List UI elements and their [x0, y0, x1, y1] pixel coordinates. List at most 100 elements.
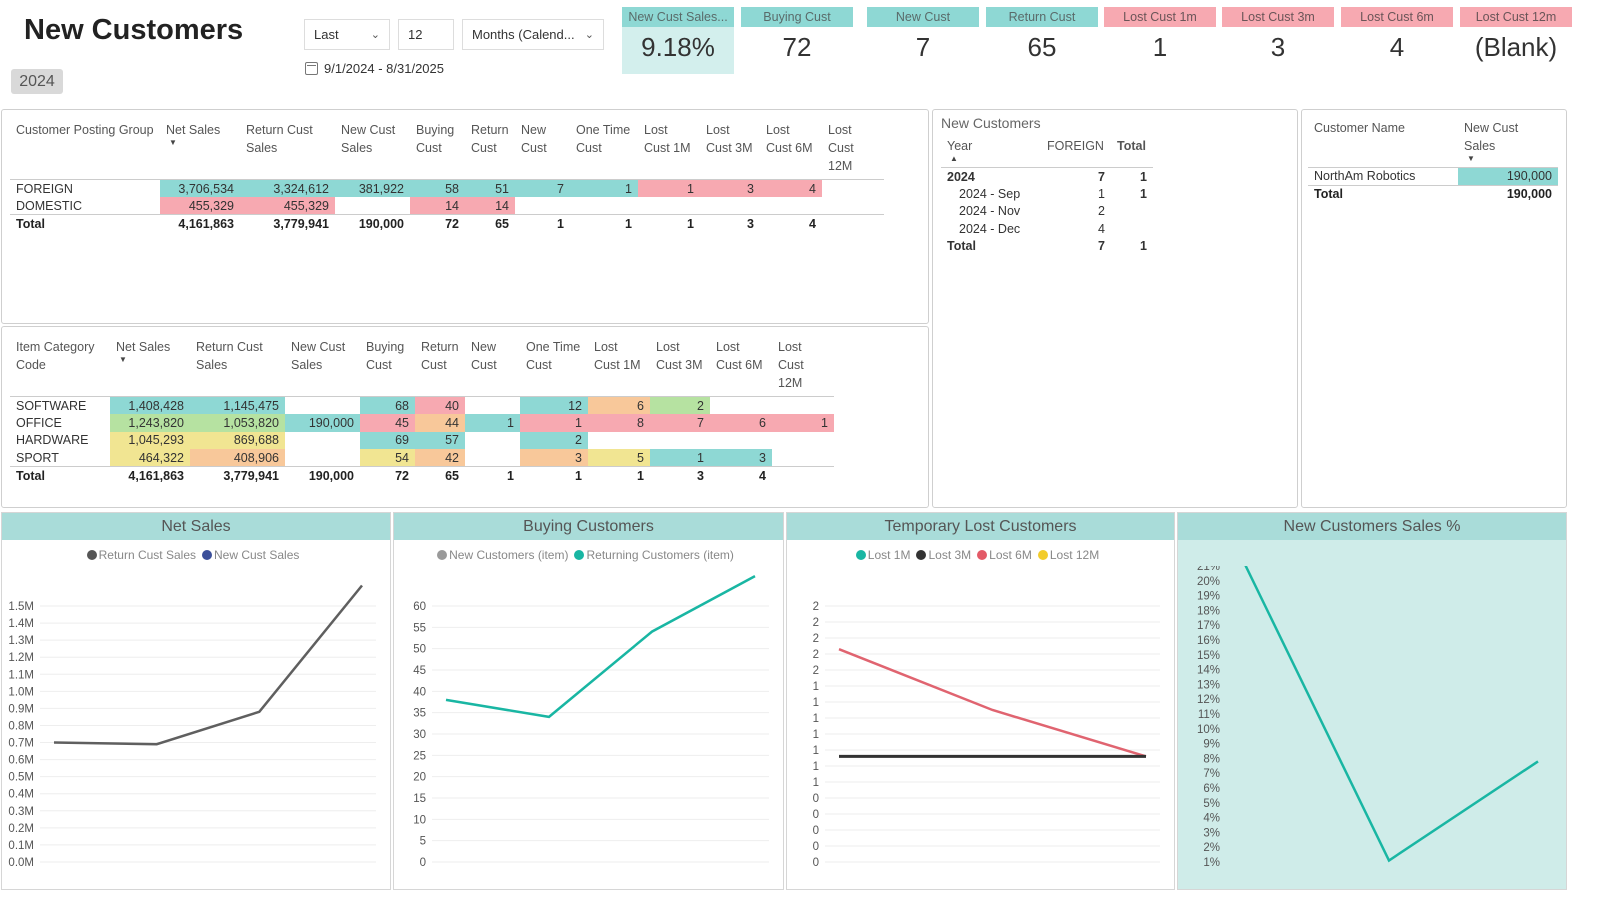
legend-label[interactable]: Lost 3M	[928, 548, 972, 562]
sort-desc-icon[interactable]: ▼	[119, 355, 127, 364]
y-tick-label: 12%	[1197, 694, 1220, 706]
y-tick-label: 20	[413, 772, 426, 784]
matrix-row[interactable]: 2024 - Sep 1 1	[941, 185, 1153, 203]
period-unit-dropdown[interactable]: Months (Calend... ⌄	[462, 19, 604, 50]
table-row[interactable]: HARDWARE 1,045,293 869,688 69 57 2	[10, 431, 834, 449]
table-row[interactable]: SPORT 464,322 408,906 54 42 3 5 1 3	[10, 449, 834, 467]
kpi-value: 4	[1389, 32, 1405, 62]
table-cell	[335, 197, 410, 215]
column-header[interactable]: Lost Cust 6M	[760, 118, 822, 180]
column-header[interactable]: Lost Cust 6M	[710, 335, 772, 397]
column-header-label: Lost Cust 6M	[716, 340, 763, 372]
legend-label[interactable]: Returning Customers (item)	[586, 548, 734, 562]
column-header[interactable]: Return Cust	[465, 118, 515, 180]
legend-label[interactable]: New Customers (item)	[449, 548, 569, 562]
table-cell: 57	[415, 431, 465, 449]
column-header[interactable]: New Cust	[465, 335, 520, 397]
total-row: Total 4,161,863 3,779,941 190,000 72 65 1 1 1 3 4	[10, 214, 884, 232]
series-line[interactable]	[838, 648, 1147, 758]
legend-label[interactable]: Lost 12M	[1049, 548, 1100, 562]
matrix-row[interactable]: 2024 - Nov 2	[941, 203, 1153, 221]
column-header[interactable]: Lost Cust 3M	[650, 335, 710, 397]
column-header[interactable]: Item Category Code	[10, 335, 110, 397]
column-header[interactable]: New Cust Sales ▼	[1458, 116, 1558, 168]
column-header[interactable]: Customer Name	[1308, 116, 1458, 168]
column-header[interactable]: FOREIGN	[1041, 134, 1111, 168]
table-cell	[285, 397, 360, 415]
y-tick-label: 0.6M	[8, 755, 34, 767]
column-header-label: One Time Cust	[576, 123, 631, 155]
column-header[interactable]: One Time Cust	[570, 118, 638, 180]
column-header[interactable]: Buying Cust	[360, 335, 415, 397]
legend-label[interactable]: Lost 1M	[867, 548, 911, 562]
matrix-row[interactable]: 2024 - Dec 4	[941, 220, 1153, 238]
column-header[interactable]: Return Cust	[415, 335, 465, 397]
column-header-label: New Cust Sales	[1464, 121, 1519, 153]
date-range[interactable]: 9/1/2024 - 8/31/2025	[305, 61, 444, 76]
column-header[interactable]: Net Sales ▼	[110, 335, 190, 397]
sort-desc-icon[interactable]: ▼	[1467, 154, 1475, 163]
legend-label[interactable]: Return Cust Sales	[98, 548, 196, 562]
column-header[interactable]: New Cust Sales	[335, 118, 410, 180]
table-cell	[285, 449, 360, 467]
legend-dot-icon	[977, 550, 988, 560]
column-header[interactable]: One Time Cust	[520, 335, 588, 397]
column-header[interactable]: Customer Posting Group	[10, 118, 160, 180]
column-header[interactable]: Return Cust Sales	[240, 118, 335, 180]
table-row[interactable]: DOMESTIC 455,329 455,329 14 14	[10, 197, 884, 215]
calendar-icon	[305, 62, 318, 75]
series-line[interactable]	[445, 574, 756, 719]
total-cell: 190,000	[335, 214, 410, 232]
year-button[interactable]: 2024	[11, 69, 63, 94]
sort-desc-icon[interactable]: ▼	[169, 138, 177, 147]
series-line[interactable]	[53, 584, 363, 746]
column-header-label: Return Cust Sales	[196, 340, 263, 372]
kpi-label: Return Cust	[986, 7, 1098, 27]
column-header[interactable]: Buying Cust	[410, 118, 465, 180]
header-row: Customer Name New Cust Sales ▼	[1308, 116, 1558, 168]
table-cell: 190,000	[285, 414, 360, 432]
total-cell: 72	[360, 466, 415, 484]
total-cell: 190,000	[285, 466, 360, 484]
series-line[interactable]	[1240, 566, 1539, 863]
column-header[interactable]: Lost Cust 1M	[638, 118, 700, 180]
table-row[interactable]: SOFTWARE 1,408,428 1,145,475 68 40 12 6 2	[10, 396, 834, 415]
table-cell: 3,324,612	[240, 179, 335, 197]
column-header[interactable]: Lost Cust 1M	[588, 335, 650, 397]
matrix-row[interactable]: 2024 7 1	[941, 168, 1153, 186]
legend-label[interactable]: New Cust Sales	[214, 548, 300, 562]
relative-dropdown[interactable]: Last ⌄	[304, 19, 390, 50]
y-tick-label: 0.4M	[8, 789, 34, 801]
column-header[interactable]: New Cust Sales	[285, 335, 360, 397]
column-header[interactable]: Lost Cust 3M	[700, 118, 760, 180]
sort-asc-icon[interactable]: ▲	[950, 154, 958, 163]
y-tick-label: 15%	[1197, 650, 1220, 662]
table-cell: 2	[520, 431, 588, 449]
y-tick-label: 25	[413, 750, 426, 762]
foreign-cell: 7	[1098, 169, 1105, 184]
column-header[interactable]: Total	[1111, 134, 1153, 168]
kpi-label: Buying Cust	[741, 7, 853, 27]
item-category-table: Item Category Code Net Sales ▼ Return Cust …	[10, 335, 834, 484]
kpi-value: 72	[782, 32, 812, 62]
table-row[interactable]: FOREIGN 3,706,534 3,324,612 381,922 58 51 7 1 1 3…	[10, 179, 884, 197]
kpi-card: New Cust 7	[867, 7, 979, 63]
y-tick-label: 9%	[1203, 739, 1220, 751]
total-cell: 190,000	[1458, 184, 1558, 203]
column-header[interactable]: New Cust	[515, 118, 570, 180]
column-header[interactable]: Net Sales ▼	[160, 118, 240, 180]
period-count-input[interactable]: 12	[398, 19, 454, 50]
table-row[interactable]: OFFICE 1,243,820 1,053,820 190,000 45 44 1 1 8 7 6…	[10, 414, 834, 432]
table-row[interactable]: NorthAm Robotics 190,000	[1308, 167, 1558, 185]
table-cell: 1,243,820	[110, 414, 190, 432]
y-tick-label: 0	[813, 809, 819, 821]
table-cell: 1,145,475	[190, 396, 285, 414]
column-header[interactable]: Lost Cust 12M	[772, 335, 834, 397]
column-header[interactable]: Return Cust Sales	[190, 335, 285, 397]
kpi-card: Lost Cust 6m 4	[1341, 7, 1453, 63]
legend-label[interactable]: Lost 6M	[989, 548, 1032, 562]
column-header[interactable]: Year ▲	[941, 134, 1041, 168]
total-cell: 7	[1098, 239, 1105, 254]
table-cell: 1,053,820	[190, 414, 285, 432]
column-header[interactable]: Lost Cust 12M	[822, 118, 884, 180]
